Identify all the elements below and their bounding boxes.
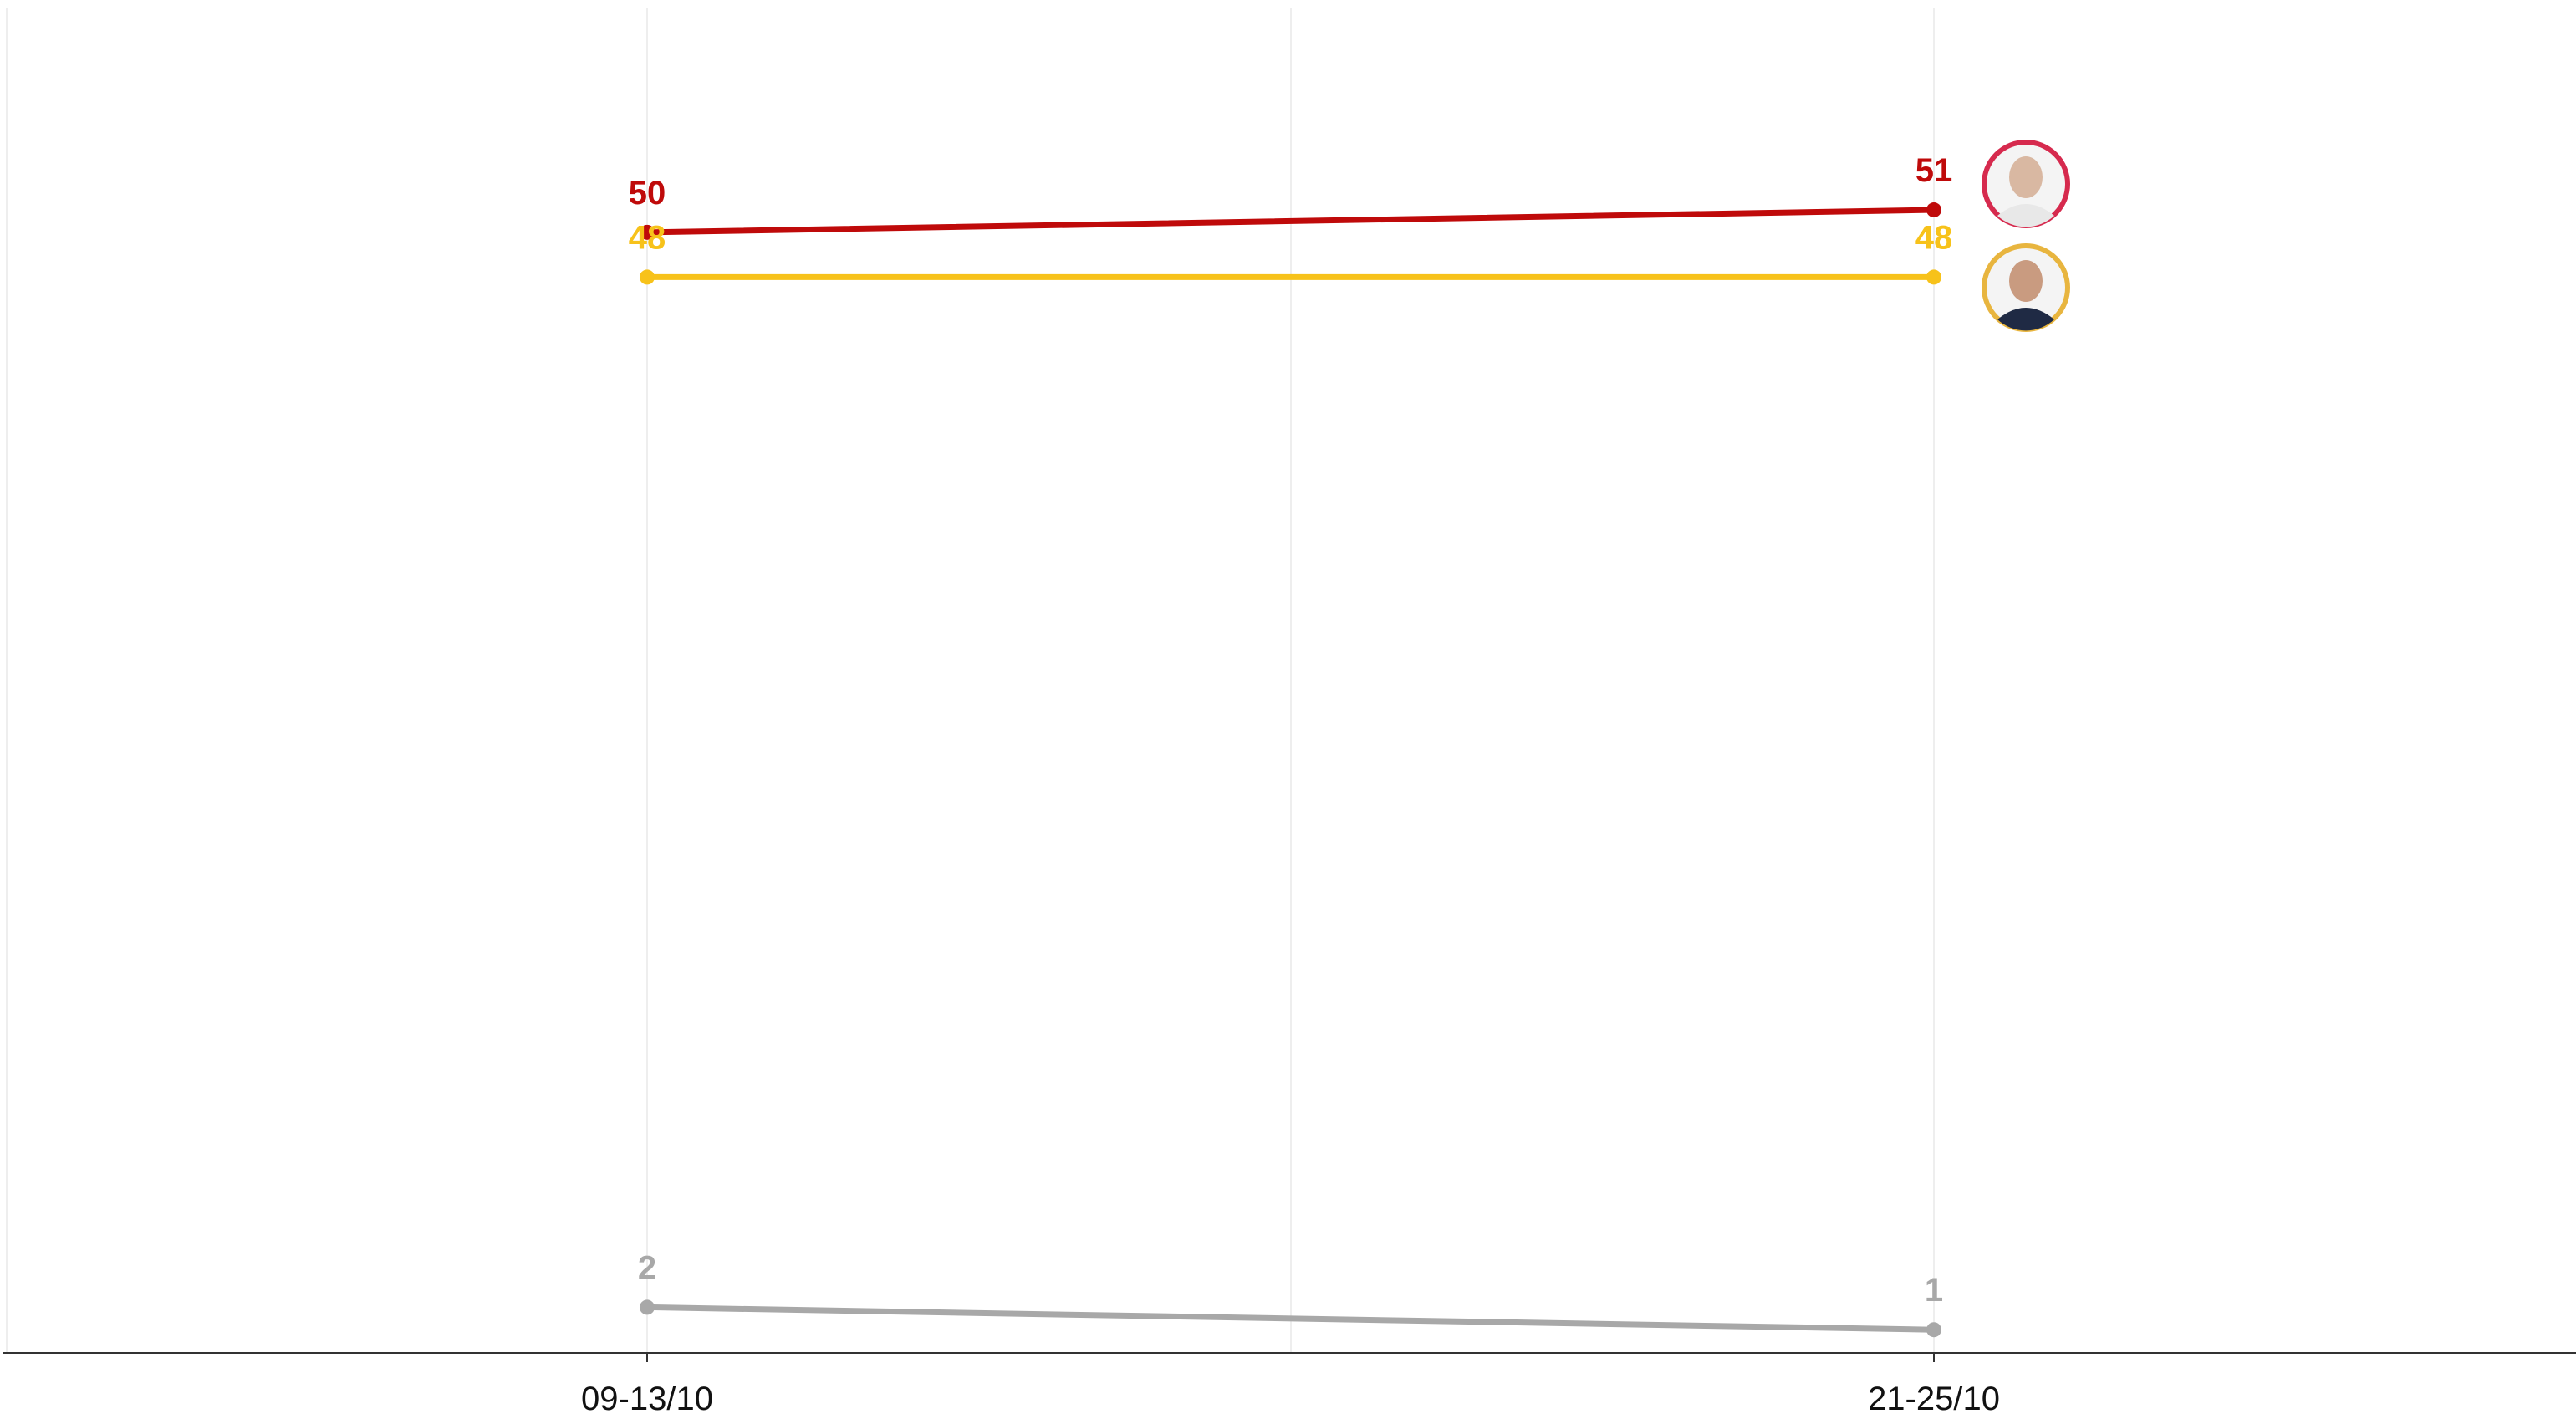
avatar-body [1997, 308, 2054, 331]
value-label: 48 [629, 219, 666, 256]
data-point [1926, 1322, 1941, 1338]
avatar-head [2009, 260, 2043, 302]
avatar-body [1997, 204, 2054, 227]
value-label: 2 [638, 1249, 656, 1286]
data-point [1926, 202, 1941, 218]
x-tick-label: 09-13/10 [581, 1381, 713, 1417]
x-tick-label: 21-25/10 [1868, 1381, 2000, 1417]
candidate-avatar [1982, 243, 2070, 332]
avatar-head [2009, 156, 2043, 198]
value-label: 1 [1925, 1272, 1943, 1309]
data-point [1926, 269, 1941, 285]
value-label: 51 [1915, 152, 1953, 189]
series-line [644, 207, 1937, 236]
value-label: 48 [1915, 219, 1953, 256]
data-point [640, 269, 655, 285]
candidate-avatar [1982, 140, 2070, 228]
series-line [644, 1304, 1937, 1333]
data-point [640, 1299, 655, 1315]
data-point [640, 224, 655, 240]
value-label: 50 [629, 175, 666, 212]
